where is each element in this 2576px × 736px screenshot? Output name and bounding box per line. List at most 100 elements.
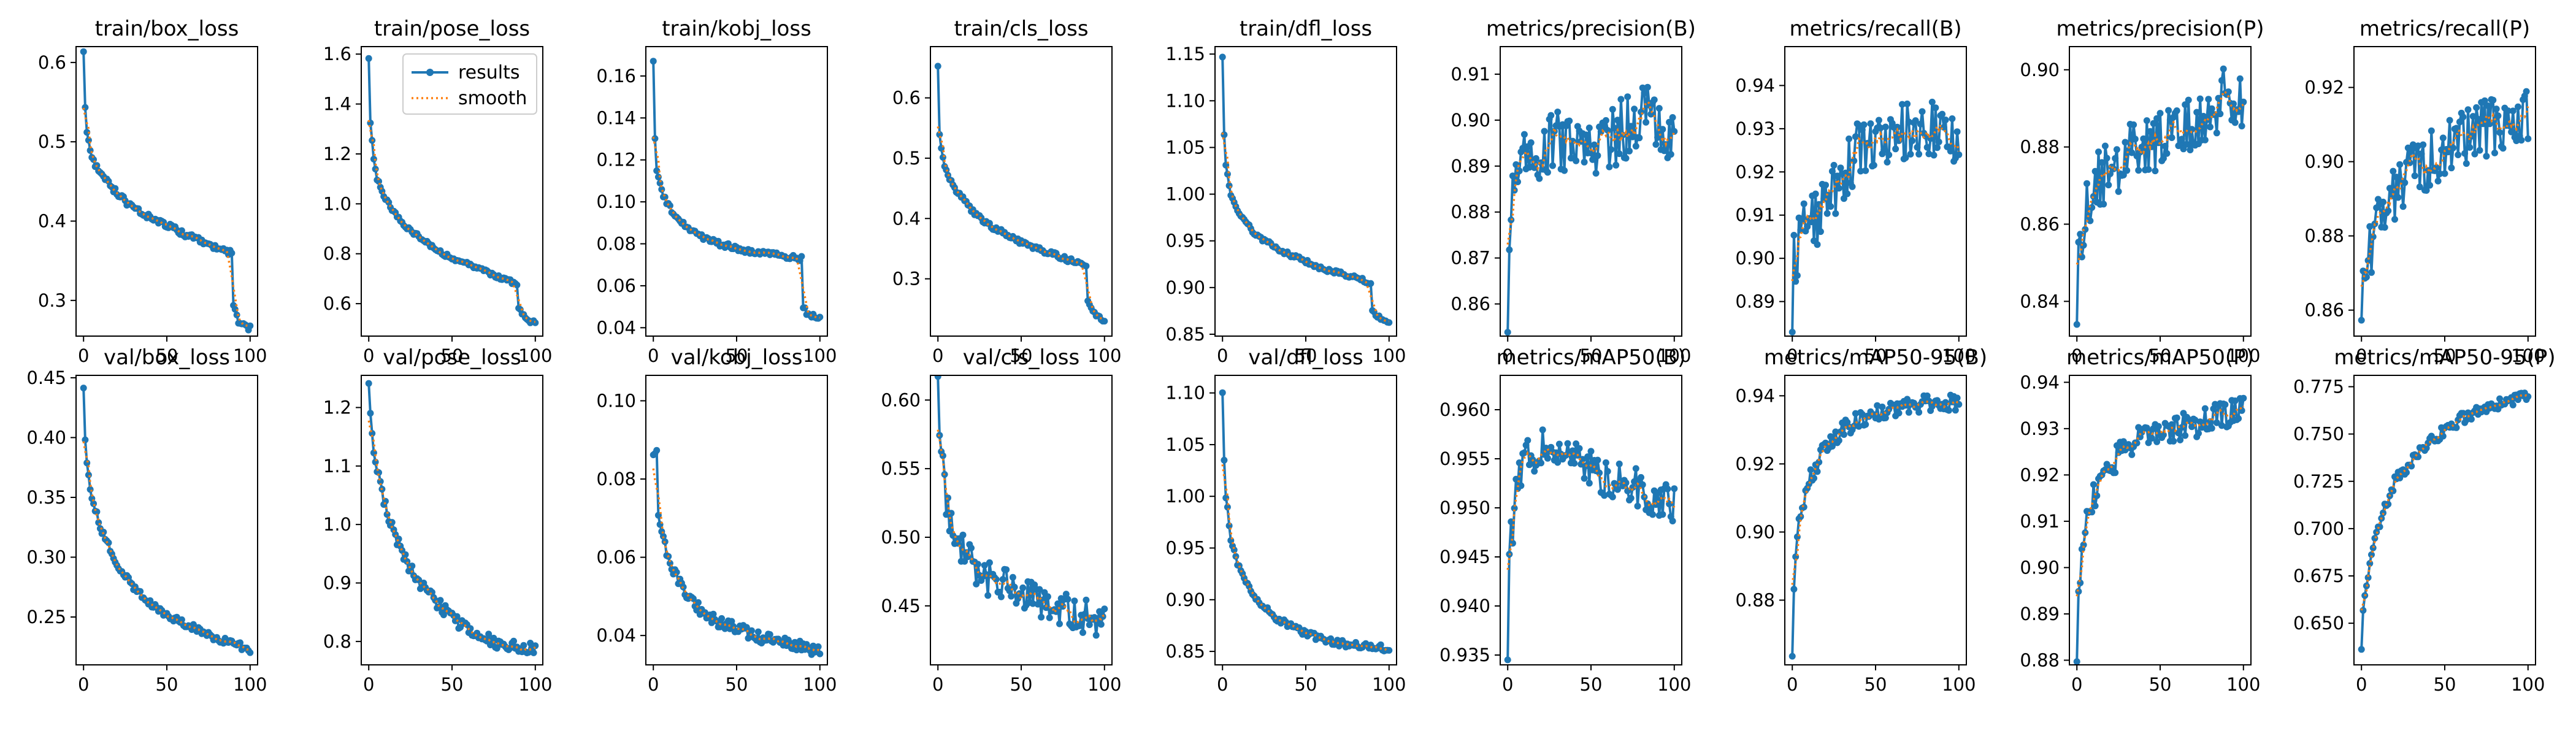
results-point	[936, 131, 943, 138]
results-point	[968, 545, 975, 551]
y-tick-label: 0.04	[596, 625, 636, 646]
y-tick-label: 0.94	[1735, 75, 1775, 96]
data-layer	[650, 447, 824, 658]
results-point	[1790, 232, 1798, 239]
results-point	[1086, 621, 1093, 629]
smooth-line	[367, 420, 536, 652]
data-layer	[2073, 394, 2247, 665]
results-point	[2509, 401, 2517, 408]
results-point	[2155, 139, 2162, 147]
results-point	[1581, 158, 1588, 166]
results-point	[2396, 474, 2404, 481]
results-point	[2152, 167, 2159, 175]
subplot-title: val/cls_loss	[963, 345, 1079, 370]
results-point	[997, 593, 1005, 600]
legend-smooth-label: smooth	[458, 88, 527, 109]
results-point	[1840, 431, 1847, 438]
results-point	[1611, 125, 1618, 132]
results-point	[2359, 267, 2367, 275]
results-point	[1804, 223, 1811, 231]
results-point	[2461, 150, 2469, 157]
results-point	[1584, 453, 1592, 461]
legend-results-marker	[426, 69, 434, 76]
y-tick-label: 0.90	[1735, 521, 1775, 542]
results-point	[1566, 117, 1573, 125]
y-tick-label: 0.85	[1165, 641, 1205, 662]
results-point	[1589, 156, 1597, 163]
results-point	[2138, 144, 2145, 151]
results-point	[1097, 621, 1105, 628]
results-point	[1532, 155, 1539, 162]
y-tick-label: 0.06	[596, 275, 636, 296]
x-tick-label: 50	[441, 345, 464, 366]
results-point	[2187, 147, 2194, 153]
results-point	[383, 511, 391, 518]
results-point	[984, 592, 992, 599]
results-point	[1101, 605, 1108, 613]
results-point	[1614, 117, 1621, 124]
results-point	[367, 410, 374, 417]
results-point	[2088, 508, 2096, 516]
y-tick-label: 0.86	[2304, 300, 2344, 321]
results-point	[2358, 646, 2365, 653]
results-point	[2185, 96, 2192, 104]
results-point	[658, 186, 665, 193]
subplot-val-box-loss: val/box_loss 0 50 100 0.25 0.30 0.35 0.40 0.45	[26, 345, 267, 695]
results-point	[1221, 456, 1228, 464]
y-tick-label: 0.10	[596, 191, 636, 212]
axes-frame	[1784, 46, 1967, 337]
results-point	[1907, 150, 1914, 158]
results-point	[365, 55, 372, 62]
results-point	[1602, 459, 1609, 466]
x-tick-label: 100	[1372, 674, 1406, 695]
results-point	[2073, 321, 2080, 328]
results-point	[440, 611, 447, 618]
subplot-train-dfl-loss: train/dfl_loss 0 50 100 0.85 0.90 0.95 1.00 1.05…	[1165, 17, 1406, 366]
y-tick-label: 0.6	[892, 88, 921, 109]
results-point	[2196, 95, 2204, 102]
y-tick-label: 0.92	[2020, 464, 2060, 485]
y-tick-label: 0.10	[596, 390, 636, 411]
results-point	[1928, 98, 1936, 105]
results-point	[1377, 641, 1384, 648]
results-point	[2453, 125, 2460, 132]
results-point	[2231, 119, 2239, 126]
results-point	[1846, 135, 1853, 142]
results-point	[2363, 274, 2370, 281]
results-point	[1634, 502, 1641, 510]
x-tick-label: 100	[1372, 345, 1406, 366]
results-point	[1064, 596, 1071, 603]
subplot-metrics-precision-p-: metrics/precision(P) 0 50 100 0.84 0.86 0.88 0.…	[2020, 17, 2264, 366]
results-point	[1602, 117, 1609, 124]
y-tick-label: 0.87	[1451, 248, 1490, 269]
smooth-line	[1506, 447, 1676, 570]
results-point	[2145, 166, 2152, 173]
results-point	[1536, 175, 1543, 182]
results-point	[2386, 185, 2393, 192]
data-layer	[1788, 98, 1963, 335]
results-point	[2381, 224, 2388, 231]
x-tick-label: 100	[803, 345, 837, 366]
results-point	[1644, 83, 1651, 91]
x-tick-label: 50	[1580, 345, 1603, 366]
results-point	[748, 627, 755, 634]
results-point	[83, 459, 91, 467]
results-point	[1585, 480, 1593, 487]
results-point	[1792, 278, 1800, 285]
results-point	[2123, 167, 2131, 174]
x-tick-label: 50	[2434, 674, 2456, 695]
results-point	[2080, 242, 2087, 249]
results-point	[2083, 180, 2090, 187]
results-point	[2364, 257, 2372, 264]
results-point	[1631, 478, 1638, 485]
y-tick-label: 0.9	[323, 573, 351, 594]
results-point	[1905, 118, 1912, 126]
legend-results-label: results	[458, 62, 520, 83]
results-point	[2416, 183, 2423, 191]
results-point	[1923, 144, 1931, 151]
results-point	[2100, 201, 2107, 208]
results-point	[1547, 112, 1555, 119]
results-point	[2515, 103, 2521, 110]
results-point	[1544, 454, 1551, 462]
results-point	[520, 642, 527, 649]
